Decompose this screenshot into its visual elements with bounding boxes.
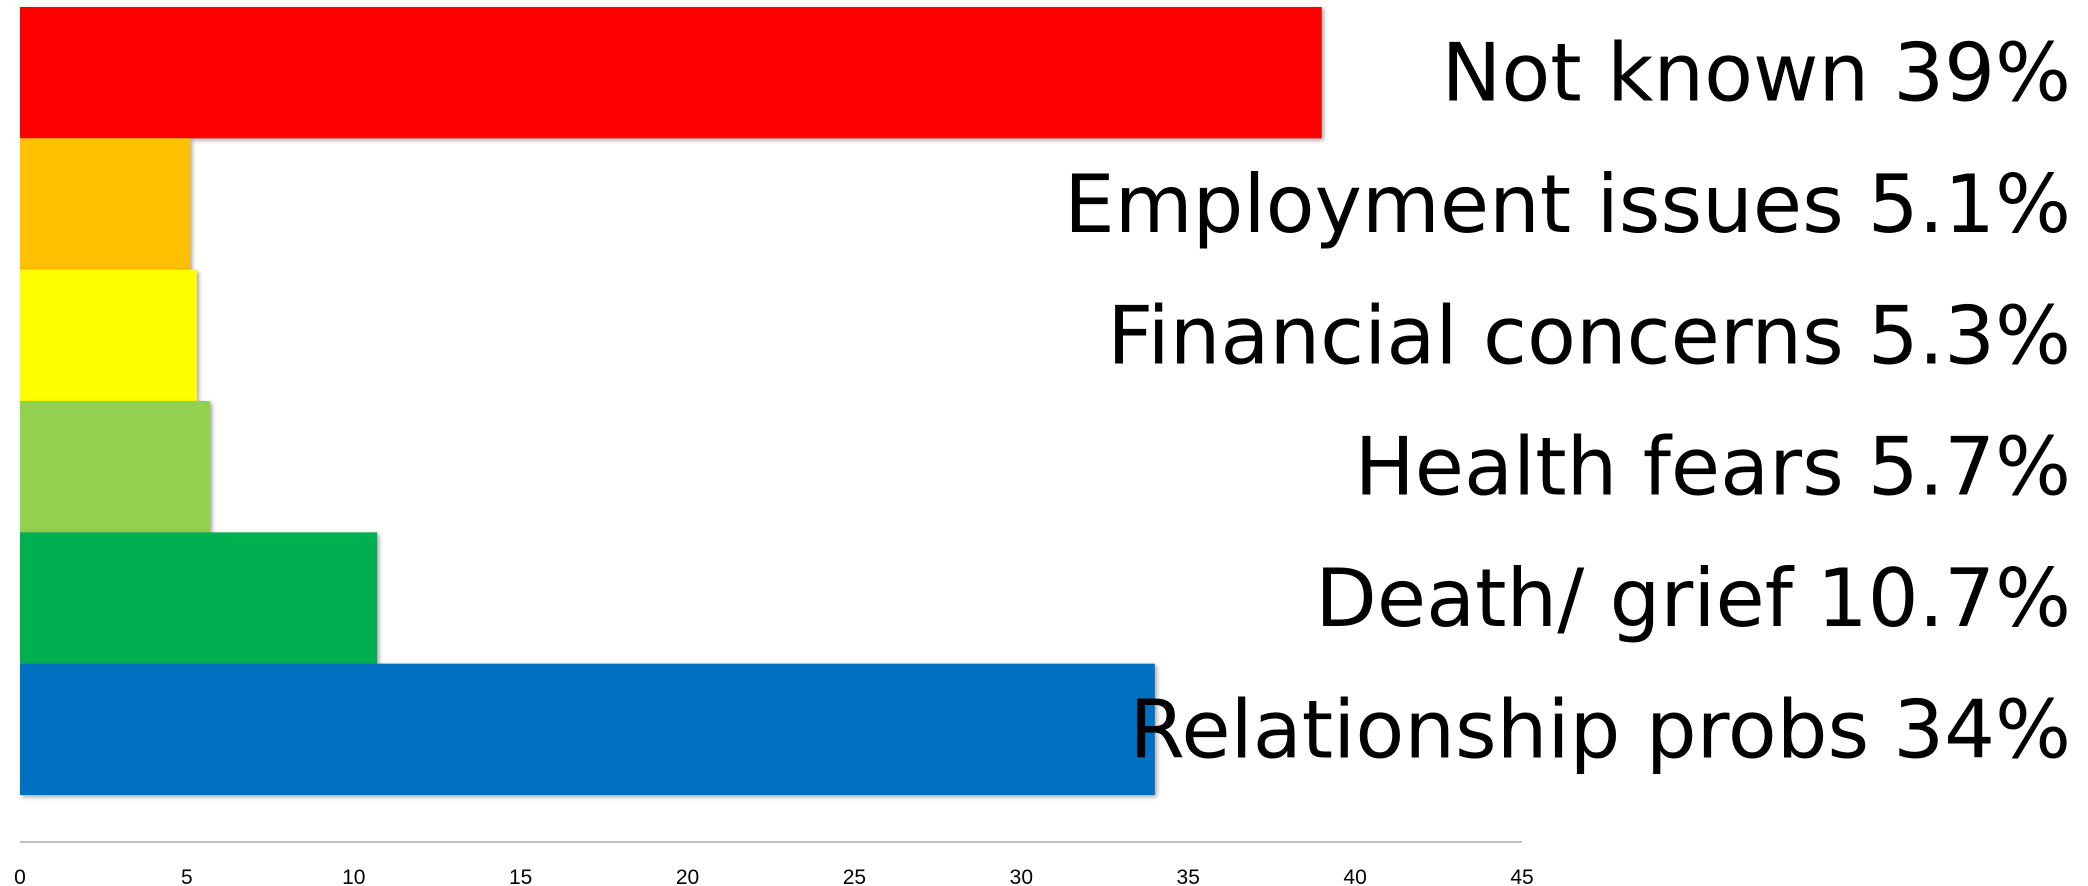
category-label: Health fears (1355, 421, 1844, 514)
bar (20, 532, 378, 664)
category-label: Financial concerns (1107, 289, 1843, 382)
bar-label: Employment issues 5.1% (1064, 158, 2071, 251)
value-label: 39% (1893, 27, 2071, 120)
value-label: 5.1% (1868, 158, 2071, 251)
category-label: Employment issues (1064, 158, 1844, 251)
x-tick-label: 35 (1177, 866, 1200, 886)
bar (20, 7, 1322, 139)
x-tick-label: 15 (509, 866, 532, 886)
x-tick-label: 40 (1343, 866, 1366, 886)
x-tick-label: 25 (843, 866, 866, 886)
value-label: 34% (1893, 683, 2071, 776)
bar-label: Health fears 5.7% (1355, 421, 2071, 514)
x-tick-label: 10 (342, 866, 365, 886)
value-label: 10.7% (1817, 552, 2071, 645)
bar-label: Not known 39% (1441, 27, 2071, 120)
value-label: 5.7% (1868, 421, 2071, 514)
bar-label: Death/ grief 10.7% (1315, 552, 2071, 645)
bar-label: Relationship probs 34% (1129, 683, 2071, 776)
bar-label: Financial concerns 5.3% (1107, 289, 2071, 382)
bar (20, 401, 211, 533)
value-label: 5.3% (1868, 289, 2071, 382)
bar (20, 663, 1155, 795)
x-tick-label: 45 (1510, 866, 1533, 886)
category-label: Relationship probs (1129, 683, 1869, 776)
x-tick-label: 0 (14, 866, 26, 886)
x-tick-label: 20 (676, 866, 699, 886)
x-tick-label: 5 (181, 866, 193, 886)
bar (20, 269, 197, 401)
x-tick-label: 30 (1010, 866, 1033, 886)
category-label: Death/ grief (1315, 552, 1794, 645)
bar (20, 138, 191, 270)
category-label: Not known (1441, 27, 1869, 120)
